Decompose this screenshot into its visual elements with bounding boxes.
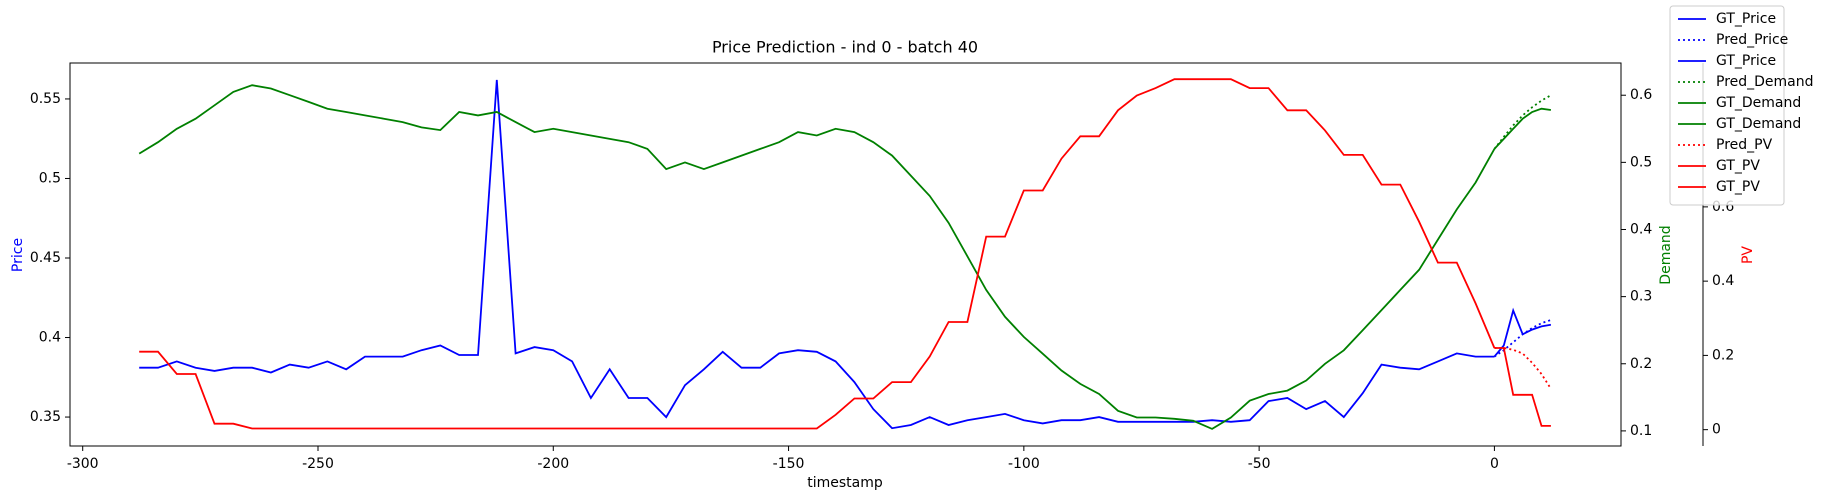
x-tick-label: -300 [67,456,99,472]
y2-tick-label: 0.6 [1630,87,1652,103]
series-line [1493,107,1552,150]
x-tick-label: -50 [1248,456,1271,472]
y2-tick-label: 0.4 [1630,221,1652,237]
legend-label: GT_Price [1716,11,1776,27]
x-axis-label: timestamp [807,475,883,491]
y3-tick-label: 0 [1712,422,1721,438]
y3-tick-label: 0.2 [1712,347,1734,363]
legend-label: GT_PV [1716,158,1760,174]
chart-title: Price Prediction - ind 0 - batch 40 [712,38,978,57]
series-line [138,84,1496,430]
plot-frame [69,62,1622,447]
series-line [1493,94,1552,150]
legend-label: GT_PV [1716,179,1760,195]
y2-tick-label: 0.3 [1630,289,1652,305]
y-tick-label: 0.35 [30,409,61,425]
x-tick-label: -100 [1008,456,1040,472]
y-tick-label: 0.45 [30,250,61,266]
legend-label: Pred_PV [1716,137,1773,153]
x-tick-label: -200 [537,456,569,472]
y2-tick-label: 0.2 [1630,356,1652,372]
y2-axis-label: Demand [1658,225,1674,284]
series-line [139,79,1495,430]
legend-label: GT_Price [1716,53,1776,69]
y-tick-label: 0.55 [30,91,61,107]
y2-tick-label: 0.5 [1630,154,1652,170]
y2-tick-label: 0.1 [1630,423,1652,439]
y3-axis-label: PV [1740,246,1756,264]
y-tick-label: 0.4 [39,330,61,346]
y-tick-label: 0.5 [39,170,61,186]
legend-label: GT_Demand [1716,116,1801,132]
series-line [1494,347,1551,427]
legend-label: Pred_Price [1716,32,1788,48]
series-line [139,78,1496,430]
legend: GT_Price Pred_Price GT_Price Pred_Demand GT_… [1669,5,1814,206]
series-line [1493,307,1552,358]
series-line [1494,347,1552,390]
x-tick-label: 0 [1490,456,1499,472]
x-tick-label: -150 [773,456,805,472]
y-axis-label: Price [10,238,26,272]
y3-tick-label: 0.4 [1712,273,1734,289]
legend-label: Pred_Demand [1716,74,1814,90]
legend-box [1669,5,1785,206]
legend-label: GT_Demand [1716,95,1801,111]
x-tick-label: -250 [302,456,334,472]
